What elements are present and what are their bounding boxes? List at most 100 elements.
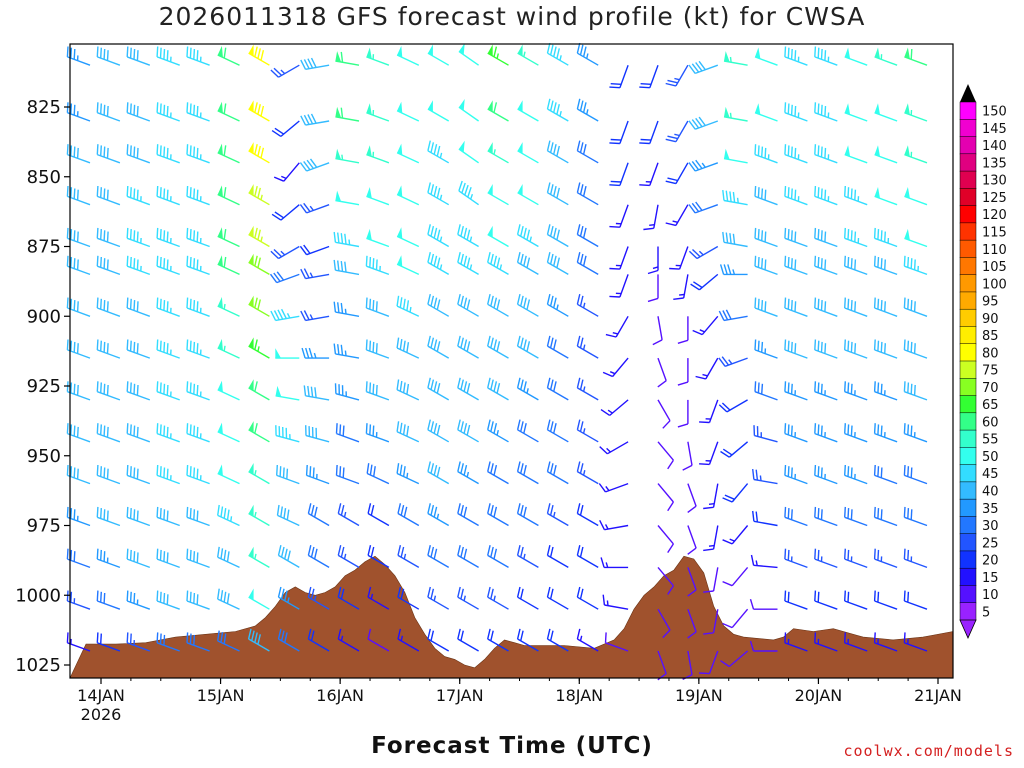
wind-barb bbox=[639, 64, 659, 89]
wind-barb bbox=[299, 244, 330, 256]
wind-barb bbox=[576, 293, 599, 317]
wind-barb bbox=[546, 419, 569, 443]
wind-barb bbox=[682, 650, 693, 681]
wind-barb bbox=[576, 182, 599, 206]
colorbar-label: 85 bbox=[982, 329, 999, 344]
wind-barb bbox=[657, 566, 674, 595]
wind-barb bbox=[366, 228, 390, 248]
wind-barb bbox=[753, 425, 778, 443]
wind-barb bbox=[307, 545, 330, 569]
colorbar-label: 140 bbox=[982, 139, 1007, 154]
wind-barb bbox=[126, 46, 151, 66]
colorbar-label: 130 bbox=[982, 174, 1007, 189]
wind-barb bbox=[609, 274, 629, 298]
wind-barb bbox=[248, 142, 270, 164]
colorbar-label: 110 bbox=[982, 243, 1007, 258]
wind-barb bbox=[516, 628, 539, 652]
wind-barb bbox=[337, 586, 360, 610]
wind-barb bbox=[784, 144, 808, 164]
wind-barb bbox=[186, 464, 210, 485]
wind-barb bbox=[784, 632, 808, 652]
wind-barb bbox=[273, 162, 300, 182]
wind-barb bbox=[903, 548, 928, 569]
wind-barb bbox=[96, 46, 121, 66]
wind-barb bbox=[156, 46, 180, 66]
wind-barb bbox=[217, 185, 240, 206]
wind-barb bbox=[156, 506, 180, 527]
wind-barb bbox=[720, 650, 749, 668]
wind-barb bbox=[873, 339, 898, 359]
wind-barb bbox=[687, 608, 697, 639]
wind-barb bbox=[186, 632, 210, 652]
wind-barb bbox=[126, 506, 151, 527]
wind-barb bbox=[844, 381, 868, 401]
wind-barb bbox=[844, 103, 868, 122]
wind-barb bbox=[66, 464, 91, 485]
wind-barb bbox=[598, 482, 629, 493]
wind-barb bbox=[695, 357, 719, 380]
wind-barb bbox=[546, 461, 569, 485]
wind-barb bbox=[576, 98, 599, 122]
wind-barb bbox=[300, 113, 330, 126]
wind-barb bbox=[546, 224, 569, 248]
credit-link[interactable]: coolwx.com/models bbox=[843, 742, 1014, 760]
wind-barb bbox=[604, 632, 629, 652]
wind-barb bbox=[487, 44, 509, 66]
wind-barb bbox=[186, 102, 210, 122]
wind-barb bbox=[873, 590, 898, 610]
wind-barb bbox=[365, 381, 390, 401]
wind-barb bbox=[217, 422, 240, 443]
y-tick-label: 825 bbox=[27, 97, 61, 118]
wind-barb bbox=[576, 628, 599, 652]
wind-barb bbox=[333, 343, 360, 359]
colorbar-swatch bbox=[959, 119, 977, 138]
wind-barb bbox=[217, 630, 240, 652]
colorbar-label: 70 bbox=[982, 381, 999, 396]
wind-barb bbox=[427, 293, 450, 317]
wind-barb bbox=[457, 224, 479, 248]
wind-barb bbox=[750, 554, 778, 569]
x-tick-label: 20JAN bbox=[795, 686, 843, 705]
wind-barb bbox=[487, 225, 509, 248]
wind-barb bbox=[718, 356, 748, 367]
wind-barb bbox=[657, 399, 671, 429]
wind-barb bbox=[126, 464, 151, 485]
colorbar-label: 25 bbox=[982, 536, 999, 551]
colorbar-swatch bbox=[959, 602, 977, 621]
wind-barb bbox=[217, 588, 240, 610]
wind-barb bbox=[722, 483, 749, 503]
x-tick-sublabel: 2026 bbox=[81, 705, 122, 724]
wind-barb bbox=[754, 381, 778, 401]
wind-barb bbox=[277, 586, 300, 610]
wind-barb bbox=[96, 227, 121, 248]
wind-barb bbox=[722, 525, 749, 545]
wind-barb bbox=[366, 187, 390, 206]
wind-barb bbox=[784, 227, 808, 248]
wind-barb bbox=[609, 204, 629, 228]
wind-barb bbox=[487, 142, 509, 164]
y-tick-label: 850 bbox=[27, 167, 61, 188]
wind-barb bbox=[427, 419, 450, 443]
wind-barb bbox=[186, 185, 210, 206]
wind-barb bbox=[396, 379, 420, 401]
wind-barb bbox=[609, 120, 629, 145]
wind-barb bbox=[647, 246, 659, 275]
wind-barb bbox=[576, 461, 599, 485]
wind-barb bbox=[546, 503, 569, 527]
wind-barb bbox=[307, 503, 330, 527]
wind-barb bbox=[457, 586, 479, 610]
wind-barb bbox=[248, 337, 270, 359]
wind-barb bbox=[277, 545, 300, 569]
wind-barb bbox=[657, 357, 667, 388]
wind-barb bbox=[186, 255, 210, 276]
wind-barb bbox=[96, 185, 121, 206]
wind-barb bbox=[903, 464, 928, 485]
wind-barb bbox=[844, 548, 868, 569]
wind-barb bbox=[427, 335, 450, 359]
wind-barb bbox=[844, 255, 868, 276]
colorbar-label: 5 bbox=[982, 605, 990, 620]
wind-barb bbox=[366, 145, 390, 164]
wind-barb bbox=[814, 227, 838, 248]
colorbar-swatch bbox=[959, 274, 977, 293]
wind-barb bbox=[156, 423, 180, 443]
